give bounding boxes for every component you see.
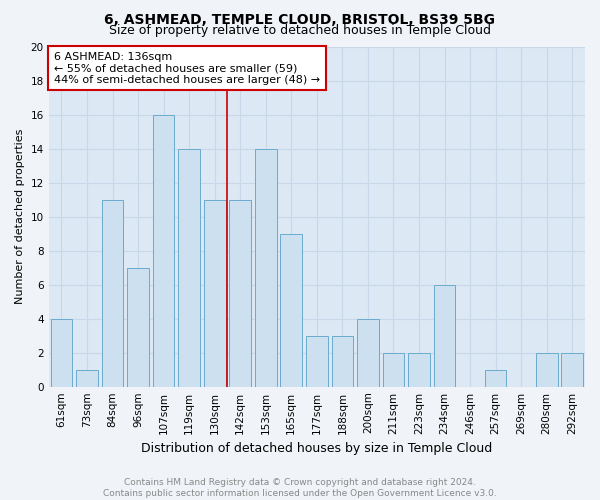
Bar — [562, 352, 583, 386]
Bar — [357, 318, 379, 386]
Bar — [127, 268, 149, 386]
Bar — [229, 200, 251, 386]
Bar — [204, 200, 226, 386]
Bar — [178, 148, 200, 386]
Text: 6 ASHMEAD: 136sqm
← 55% of detached houses are smaller (59)
44% of semi-detached: 6 ASHMEAD: 136sqm ← 55% of detached hous… — [54, 52, 320, 85]
Bar — [332, 336, 353, 386]
Bar — [280, 234, 302, 386]
Bar — [306, 336, 328, 386]
Bar — [485, 370, 506, 386]
Bar — [408, 352, 430, 386]
Bar — [383, 352, 404, 386]
Text: Size of property relative to detached houses in Temple Cloud: Size of property relative to detached ho… — [109, 24, 491, 37]
Text: 6, ASHMEAD, TEMPLE CLOUD, BRISTOL, BS39 5BG: 6, ASHMEAD, TEMPLE CLOUD, BRISTOL, BS39 … — [104, 12, 496, 26]
Bar — [434, 284, 455, 386]
Bar — [76, 370, 98, 386]
Bar — [536, 352, 557, 386]
Bar — [255, 148, 277, 386]
Bar — [101, 200, 124, 386]
Bar — [50, 318, 72, 386]
Y-axis label: Number of detached properties: Number of detached properties — [15, 129, 25, 304]
Text: Contains HM Land Registry data © Crown copyright and database right 2024.
Contai: Contains HM Land Registry data © Crown c… — [103, 478, 497, 498]
X-axis label: Distribution of detached houses by size in Temple Cloud: Distribution of detached houses by size … — [141, 442, 493, 455]
Bar — [153, 114, 175, 386]
